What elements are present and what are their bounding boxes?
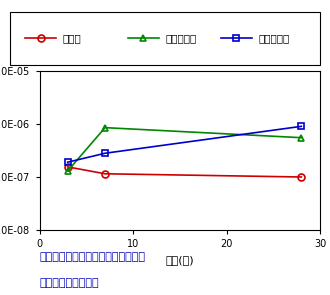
有機溶液型 bbox=[66, 160, 70, 164]
懸濁型 bbox=[103, 172, 107, 176]
無機溶液型 bbox=[299, 136, 303, 140]
懸濁型 bbox=[66, 165, 70, 169]
Line: 無機溶液型: 無機溶液型 bbox=[64, 124, 305, 174]
有機溶液型 bbox=[299, 124, 303, 128]
有機溶液型 bbox=[103, 152, 107, 155]
無機溶液型 bbox=[66, 169, 70, 173]
X-axis label: 材令(日): 材令(日) bbox=[166, 255, 194, 265]
Line: 懸濁型: 懸濁型 bbox=[64, 163, 305, 181]
Text: 懸濁型: 懸濁型 bbox=[63, 33, 82, 43]
Text: 材令による変化: 材令による変化 bbox=[40, 278, 99, 288]
Text: 無機溶液型: 無機溶液型 bbox=[165, 33, 196, 43]
無機溶液型 bbox=[103, 126, 107, 130]
懸濁型 bbox=[299, 175, 303, 179]
Line: 有機溶液型: 有機溶液型 bbox=[64, 123, 305, 166]
Text: 有機溶液型: 有機溶液型 bbox=[258, 33, 289, 43]
Text: 図１　水ガラス系固結砂の止水性の: 図１ 水ガラス系固結砂の止水性の bbox=[40, 252, 146, 262]
